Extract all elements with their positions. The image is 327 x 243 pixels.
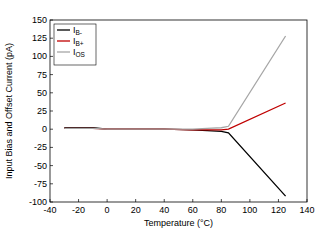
x-tick-label: 80 bbox=[216, 205, 226, 215]
x-tick-label: 140 bbox=[299, 205, 314, 215]
x-tick bbox=[221, 199, 222, 202]
y-tick-label: 25 bbox=[37, 106, 47, 116]
x-tick-label: 20 bbox=[131, 205, 141, 215]
legend-box bbox=[54, 24, 96, 65]
y-tick-label: -50 bbox=[34, 161, 47, 171]
series-line bbox=[64, 103, 285, 130]
y-tick-label: -25 bbox=[34, 142, 47, 152]
y-tick bbox=[50, 147, 53, 148]
legend-swatch bbox=[57, 29, 70, 30]
x-tick bbox=[249, 199, 250, 202]
legend-label-sub: B- bbox=[76, 29, 83, 36]
x-tick bbox=[278, 199, 279, 202]
legend-label: IB- bbox=[73, 25, 82, 36]
legend-swatch bbox=[57, 40, 70, 41]
x-tick-label: -20 bbox=[72, 205, 85, 215]
x-tick-label: 0 bbox=[105, 205, 110, 215]
y-tick bbox=[50, 183, 53, 184]
y-axis-label: Input Bias and Offset Current (pA) bbox=[4, 43, 14, 179]
y-tick-label: -100 bbox=[29, 197, 47, 207]
y-tick bbox=[50, 129, 53, 130]
legend-swatch bbox=[57, 51, 70, 52]
y-tick bbox=[50, 92, 53, 93]
y-tick-label: 100 bbox=[32, 51, 47, 61]
series-line bbox=[64, 128, 285, 196]
y-tick-label: 0 bbox=[42, 124, 47, 134]
y-tick-label: 125 bbox=[32, 33, 47, 43]
x-tick bbox=[192, 199, 193, 202]
x-tick-label: 40 bbox=[159, 205, 169, 215]
plot-lines bbox=[64, 36, 285, 196]
y-tick bbox=[50, 38, 53, 39]
x-tick bbox=[164, 199, 165, 202]
y-tick-label: 50 bbox=[37, 88, 47, 98]
legend-label-sub: OS bbox=[76, 51, 86, 58]
y-tick bbox=[50, 165, 53, 166]
x-tick-label: 120 bbox=[271, 205, 286, 215]
y-tick-label: -75 bbox=[34, 179, 47, 189]
x-tick-label: 100 bbox=[242, 205, 257, 215]
x-tick bbox=[107, 199, 108, 202]
x-tick bbox=[78, 199, 79, 202]
chart-container: -40-20020406080100120140-100-75-50-25025… bbox=[0, 0, 327, 243]
y-tick bbox=[50, 56, 53, 57]
legend-label-sub: B+ bbox=[76, 40, 84, 47]
y-tick-label: 75 bbox=[37, 70, 47, 80]
y-tick bbox=[50, 74, 53, 75]
plot-frame bbox=[50, 20, 307, 202]
legend: IB-IB+IOS bbox=[54, 24, 96, 65]
legend-label: IOS bbox=[73, 47, 86, 58]
series-line bbox=[64, 36, 285, 129]
legend-label: IB+ bbox=[73, 36, 84, 47]
x-tick bbox=[135, 199, 136, 202]
y-tick bbox=[50, 111, 53, 112]
chart-svg: -40-20020406080100120140-100-75-50-25025… bbox=[0, 0, 327, 243]
y-tick-label: 150 bbox=[32, 15, 47, 25]
x-axis-label: Temperature (°C) bbox=[144, 218, 213, 228]
x-tick-label: 60 bbox=[188, 205, 198, 215]
